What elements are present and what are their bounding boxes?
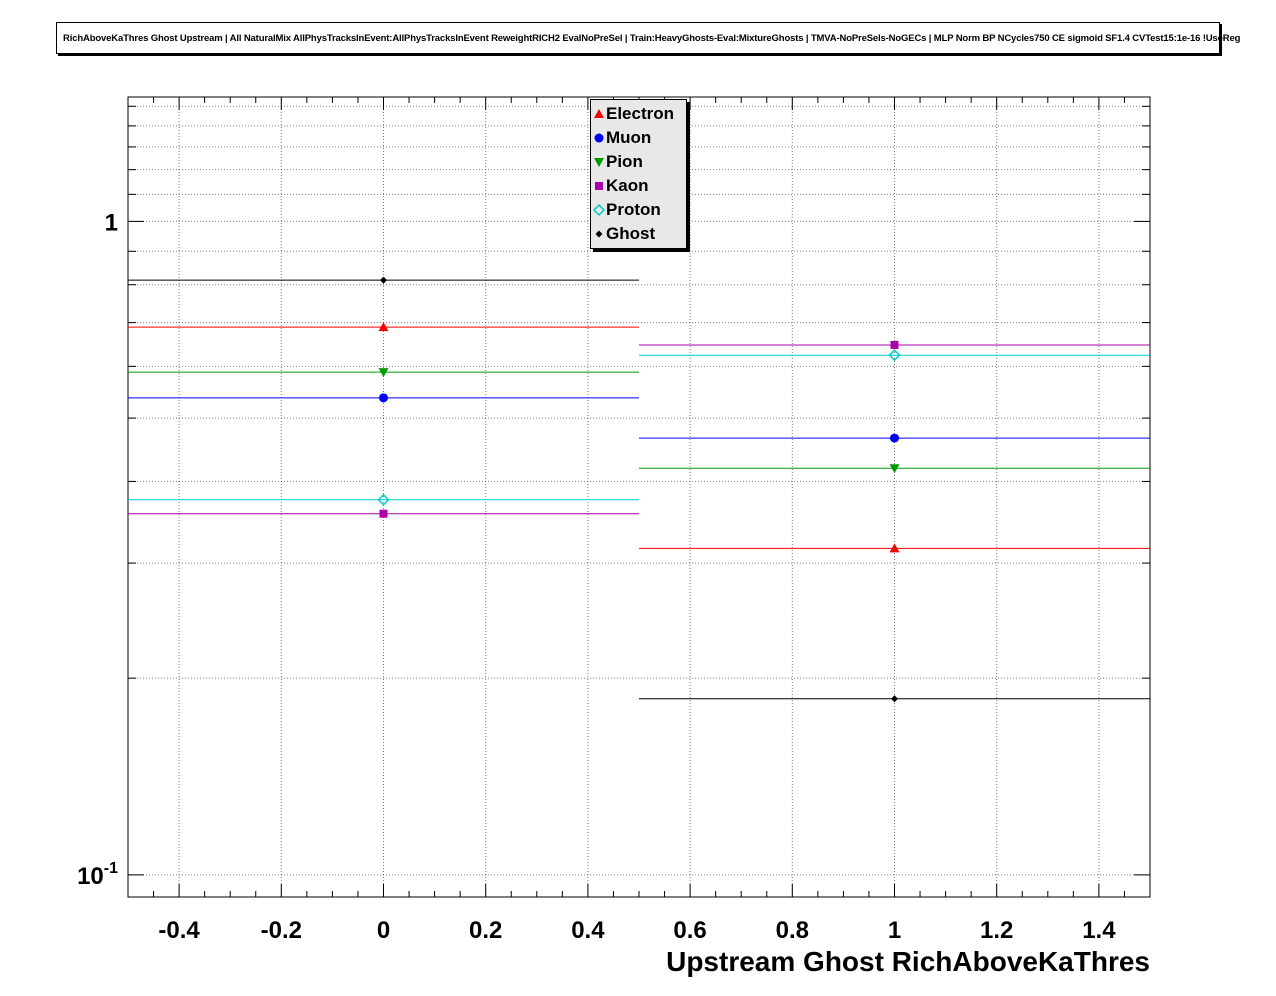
legend-label-kaon: Kaon <box>606 176 649 195</box>
kaon-marker-icon <box>591 179 606 193</box>
series-marker-pion <box>378 368 389 378</box>
ghost-marker-icon <box>591 227 606 241</box>
x-tick-label: 1 <box>888 917 901 944</box>
x-tick-label: 0.6 <box>673 917 706 944</box>
legend-label-muon: Muon <box>606 128 652 147</box>
legend-item-kaon: Kaon <box>591 174 686 198</box>
y-tick-label: 1 <box>105 209 118 236</box>
legend-label-pion: Pion <box>606 152 643 171</box>
series-marker-proton <box>377 493 390 506</box>
legend-item-muon: Muon <box>591 126 686 150</box>
y-tick-label: 10-1 <box>77 860 118 890</box>
ghost-marker-glyph <box>595 230 602 238</box>
series-marker-kaon <box>890 340 899 349</box>
legend-label-proton: Proton <box>606 200 661 219</box>
x-tick-label: 1.2 <box>980 917 1013 944</box>
legend-item-electron: Electron <box>591 102 686 126</box>
legend: Electron Muon Pion Kaon Proton Ghost <box>590 99 687 249</box>
legend-item-proton: Proton <box>591 198 686 222</box>
x-tick-label: 0.8 <box>776 917 809 944</box>
title-pave: RichAboveKaThres Ghost Upstream | All Na… <box>56 22 1240 54</box>
legend-label-electron: Electron <box>606 104 675 123</box>
x-tick-label: 0.4 <box>571 917 605 944</box>
series-marker-ghost <box>380 276 387 284</box>
muon-marker-icon <box>591 131 606 145</box>
x-tick-label: -0.4 <box>158 917 200 944</box>
series-marker-electron <box>889 543 900 553</box>
pion-marker-icon <box>591 155 606 169</box>
legend-label-ghost: Ghost <box>606 224 656 243</box>
electron-marker-glyph <box>593 109 604 118</box>
x-tick-label: 0.2 <box>469 917 502 944</box>
series-marker-pion <box>889 464 900 474</box>
legend-item-pion: Pion <box>591 150 686 174</box>
series-marker-muon <box>890 433 899 443</box>
proton-marker-glyph <box>592 203 605 217</box>
plot-title: RichAboveKaThres Ghost Upstream | All Na… <box>63 32 1241 44</box>
muon-marker-glyph <box>594 133 603 143</box>
series-marker-muon <box>379 393 388 403</box>
series-marker-proton <box>888 349 901 362</box>
series-marker-kaon <box>379 509 388 518</box>
x-tick-label: 0 <box>377 917 390 944</box>
kaon-marker-glyph <box>594 182 603 190</box>
pion-marker-glyph <box>593 158 604 167</box>
x-tick-label: 1.4 <box>1082 917 1116 944</box>
x-axis-title: Upstream Ghost RichAboveKaThres <box>666 946 1150 977</box>
proton-marker-icon <box>591 203 606 217</box>
x-tick-label: -0.2 <box>261 917 302 944</box>
series-marker-ghost <box>891 695 898 703</box>
electron-marker-icon <box>591 107 606 121</box>
series-marker-electron <box>378 322 389 332</box>
legend-item-ghost: Ghost <box>591 222 686 246</box>
